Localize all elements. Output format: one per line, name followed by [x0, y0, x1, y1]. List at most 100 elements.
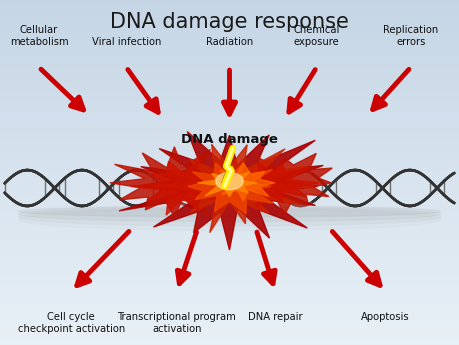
Bar	[0, 93, 459, 95]
Bar	[0, 145, 459, 147]
Bar	[0, 14, 459, 16]
Bar	[0, 292, 459, 293]
Bar	[0, 160, 459, 162]
Bar	[0, 91, 459, 93]
Bar	[0, 28, 459, 29]
Bar	[0, 31, 459, 33]
Text: Cellular
metabolism: Cellular metabolism	[10, 25, 68, 47]
Bar	[0, 333, 459, 335]
Polygon shape	[230, 162, 319, 208]
Bar	[0, 105, 459, 107]
Bar	[0, 185, 459, 186]
Bar	[0, 50, 459, 52]
Bar	[0, 297, 459, 298]
Bar	[0, 235, 459, 236]
Bar	[0, 209, 459, 210]
Bar	[0, 205, 459, 207]
Bar	[0, 254, 459, 255]
Bar	[0, 338, 459, 340]
Bar	[0, 119, 459, 121]
Bar	[0, 107, 459, 109]
Bar	[0, 198, 459, 200]
Bar	[0, 110, 459, 112]
Bar	[0, 148, 459, 150]
Polygon shape	[119, 131, 323, 250]
Bar	[0, 312, 459, 314]
Bar	[0, 221, 459, 223]
Bar	[0, 140, 459, 141]
Bar	[0, 231, 459, 233]
Bar	[0, 223, 459, 224]
Ellipse shape	[18, 207, 441, 221]
Bar	[0, 169, 459, 171]
Bar	[0, 245, 459, 247]
Bar	[0, 155, 459, 157]
Bar	[0, 128, 459, 129]
Bar	[0, 104, 459, 105]
Bar	[0, 214, 459, 216]
Bar	[0, 260, 459, 262]
Bar	[0, 316, 459, 317]
Bar	[0, 257, 459, 259]
Bar	[0, 85, 459, 86]
Bar	[0, 295, 459, 297]
Bar	[0, 267, 459, 269]
Bar	[0, 226, 459, 228]
Bar	[0, 181, 459, 183]
Bar	[0, 172, 459, 174]
Bar	[0, 293, 459, 295]
Bar	[0, 164, 459, 166]
Bar	[0, 7, 459, 9]
Bar	[0, 102, 459, 104]
Bar	[0, 229, 459, 231]
Polygon shape	[213, 163, 275, 201]
Bar	[0, 16, 459, 17]
Bar	[0, 240, 459, 241]
Text: Transcriptional program
activation: Transcriptional program activation	[118, 312, 236, 334]
Polygon shape	[157, 144, 313, 233]
Bar	[0, 79, 459, 81]
Bar	[0, 188, 459, 190]
Bar	[0, 217, 459, 219]
Text: DNA repair: DNA repair	[248, 312, 303, 322]
Bar	[0, 36, 459, 38]
Bar	[0, 191, 459, 193]
Bar	[0, 147, 459, 148]
Bar	[0, 224, 459, 226]
Bar	[0, 171, 459, 172]
Bar	[0, 33, 459, 34]
Polygon shape	[223, 154, 332, 215]
Bar	[0, 331, 459, 333]
Bar	[0, 40, 459, 41]
Bar	[0, 262, 459, 264]
Bar	[0, 157, 459, 159]
Bar	[0, 48, 459, 50]
Polygon shape	[188, 163, 273, 214]
Bar	[0, 83, 459, 85]
Bar	[0, 288, 459, 290]
Text: Apoptosis: Apoptosis	[361, 312, 410, 322]
Bar	[0, 183, 459, 185]
Bar	[0, 314, 459, 316]
Bar	[0, 126, 459, 128]
Bar	[0, 26, 459, 28]
Bar	[0, 38, 459, 40]
Bar	[0, 340, 459, 342]
Bar	[0, 317, 459, 319]
Bar	[0, 259, 459, 260]
Bar	[0, 47, 459, 48]
Text: Viral infection: Viral infection	[91, 37, 161, 47]
Bar	[0, 69, 459, 71]
Bar	[0, 255, 459, 257]
Text: DNA damage response: DNA damage response	[110, 12, 349, 32]
Bar	[0, 329, 459, 331]
Bar	[0, 22, 459, 24]
Bar	[0, 304, 459, 305]
Text: Cell cycle
checkpoint activation: Cell cycle checkpoint activation	[17, 312, 125, 334]
Bar	[0, 41, 459, 43]
Bar	[0, 60, 459, 62]
Bar	[0, 86, 459, 88]
Bar	[0, 202, 459, 204]
Bar	[0, 281, 459, 283]
Bar	[0, 9, 459, 10]
